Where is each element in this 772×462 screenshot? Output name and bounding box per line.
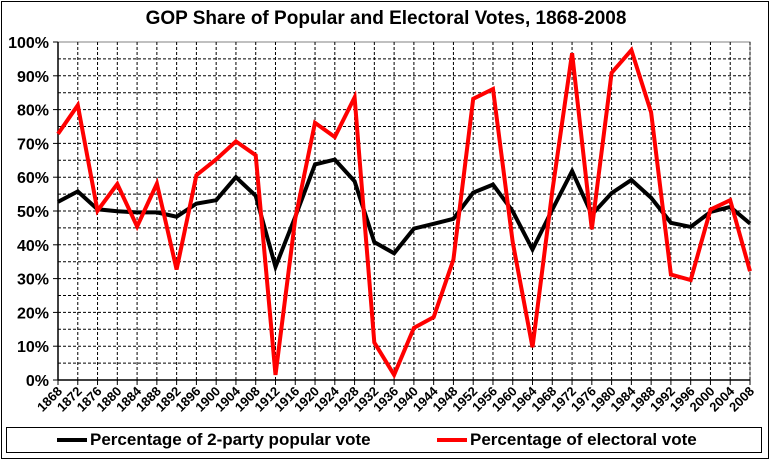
svg-text:90%: 90% xyxy=(17,69,49,86)
svg-text:80%: 80% xyxy=(17,103,49,120)
legend-label-popular: Percentage of 2-party popular vote xyxy=(90,430,371,449)
electoral-swatch-icon xyxy=(437,438,467,442)
svg-text:10%: 10% xyxy=(17,339,49,356)
axes xyxy=(53,41,751,385)
svg-text:100%: 100% xyxy=(8,35,49,52)
legend-label-electoral: Percentage of electoral vote xyxy=(470,430,697,449)
series-lines xyxy=(56,46,752,380)
grid-lines xyxy=(57,41,751,381)
popular-swatch-icon xyxy=(57,438,87,442)
svg-text:40%: 40% xyxy=(17,238,49,255)
x-axis-labels: 1868187218761880188418881892189619001904… xyxy=(34,383,757,415)
svg-text:60%: 60% xyxy=(17,170,49,187)
svg-text:30%: 30% xyxy=(17,272,49,289)
y-axis-labels: 0% 10% 20% 30% 40% 50% 60% 70% 80% 90% 100% xyxy=(8,35,49,390)
svg-text:0%: 0% xyxy=(26,373,49,390)
svg-text:50%: 50% xyxy=(17,204,49,221)
legend-item-electoral: Percentage of electoral vote xyxy=(437,430,697,450)
legend-item-popular: Percentage of 2-party popular vote xyxy=(57,430,371,450)
svg-text:20%: 20% xyxy=(17,305,49,322)
chart-legend: Percentage of 2-party popular vote Perce… xyxy=(6,427,762,453)
svg-text:70%: 70% xyxy=(17,136,49,153)
chart-title: GOP Share of Popular and Electoral Votes… xyxy=(145,8,627,29)
